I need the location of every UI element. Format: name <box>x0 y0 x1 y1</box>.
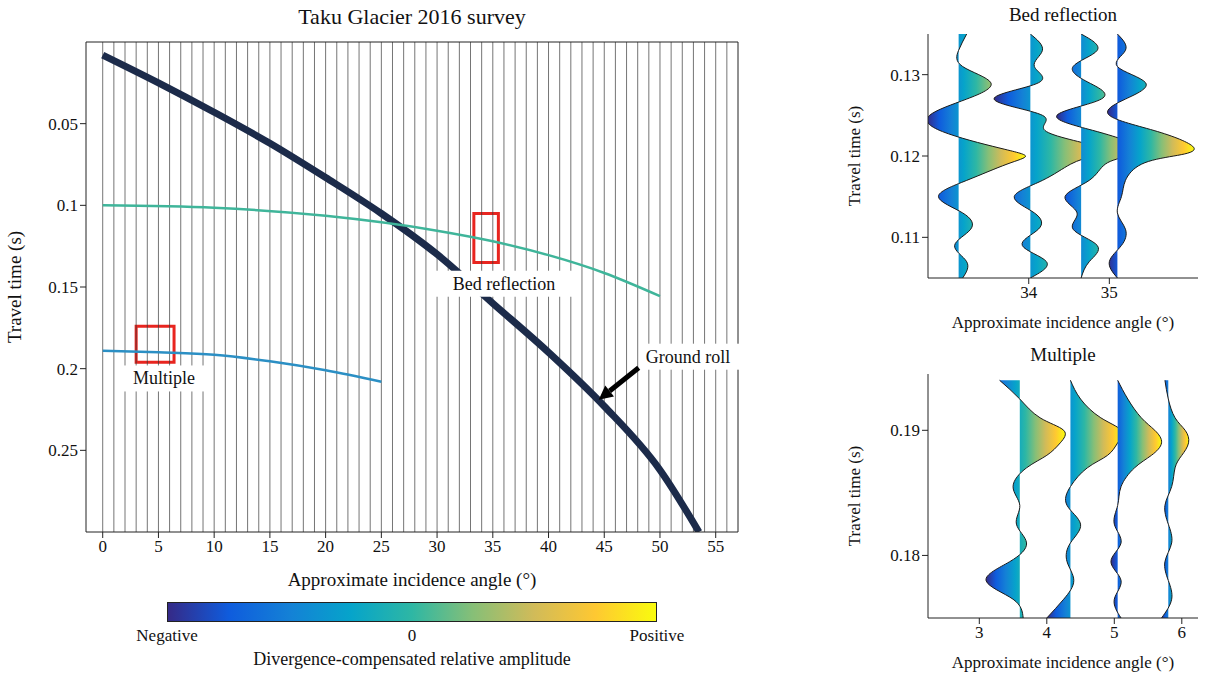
svg-text:55: 55 <box>707 537 724 556</box>
svg-text:0.1: 0.1 <box>57 196 78 215</box>
html-text:Negative: Negative <box>136 626 198 645</box>
svg-text:35: 35 <box>1101 283 1118 302</box>
svg-text:0.12: 0.12 <box>890 147 920 166</box>
svg-text:0.19: 0.19 <box>890 421 920 440</box>
svg-text:10: 10 <box>206 537 223 556</box>
svg-text:35: 35 <box>484 537 501 556</box>
svg-text:6: 6 <box>1178 623 1187 642</box>
svg-text:Approximate incidence angle (°: Approximate incidence angle (°) <box>952 313 1175 332</box>
svg-text:45: 45 <box>596 537 613 556</box>
html-text:Bed reflection: Bed reflection <box>1008 4 1118 25</box>
svg-text:0.13: 0.13 <box>890 66 920 85</box>
svg-text:25: 25 <box>373 537 390 556</box>
svg-text:4: 4 <box>1043 623 1052 642</box>
svg-text:50: 50 <box>651 537 668 556</box>
html-text:Multiple: Multiple <box>1030 344 1096 365</box>
svg-text:0.2: 0.2 <box>57 360 78 379</box>
svg-text:0: 0 <box>98 537 107 556</box>
svg-text:Approximate incidence angle (°: Approximate incidence angle (°) <box>288 569 537 591</box>
svg-text:Travel time (s): Travel time (s) <box>846 446 864 546</box>
svg-text:34: 34 <box>1020 283 1037 302</box>
svg-text:0.11: 0.11 <box>891 228 920 247</box>
svg-text:Multiple: Multiple <box>133 368 195 388</box>
svg-text:20: 20 <box>317 537 334 556</box>
svg-text:0.15: 0.15 <box>48 278 78 297</box>
svg-text:3: 3 <box>975 623 984 642</box>
svg-text:Bed reflection: Bed reflection <box>453 274 555 294</box>
svg-text:30: 30 <box>429 537 446 556</box>
svg-text:0.25: 0.25 <box>48 441 78 460</box>
html-text:Divergence-compensated relativ: Divergence-compensated relative amplitud… <box>253 649 571 669</box>
svg-text:5: 5 <box>1110 623 1119 642</box>
svg-text:Approximate incidence angle (°: Approximate incidence angle (°) <box>952 653 1175 672</box>
svg-text:15: 15 <box>261 537 278 556</box>
svg-text:Ground roll: Ground roll <box>646 347 731 367</box>
html-text:Positive: Positive <box>629 626 685 645</box>
html-text:Taku Glacier 2016 survey: Taku Glacier 2016 survey <box>298 4 526 29</box>
html-text:0: 0 <box>407 626 417 645</box>
svg-text:0.05: 0.05 <box>48 115 78 134</box>
svg-text:40: 40 <box>540 537 557 556</box>
svg-text:0.18: 0.18 <box>890 546 920 565</box>
svg-text:5: 5 <box>154 537 163 556</box>
svg-text:Travel time (s): Travel time (s) <box>4 231 26 343</box>
svg-text:Travel time (s): Travel time (s) <box>846 106 864 206</box>
